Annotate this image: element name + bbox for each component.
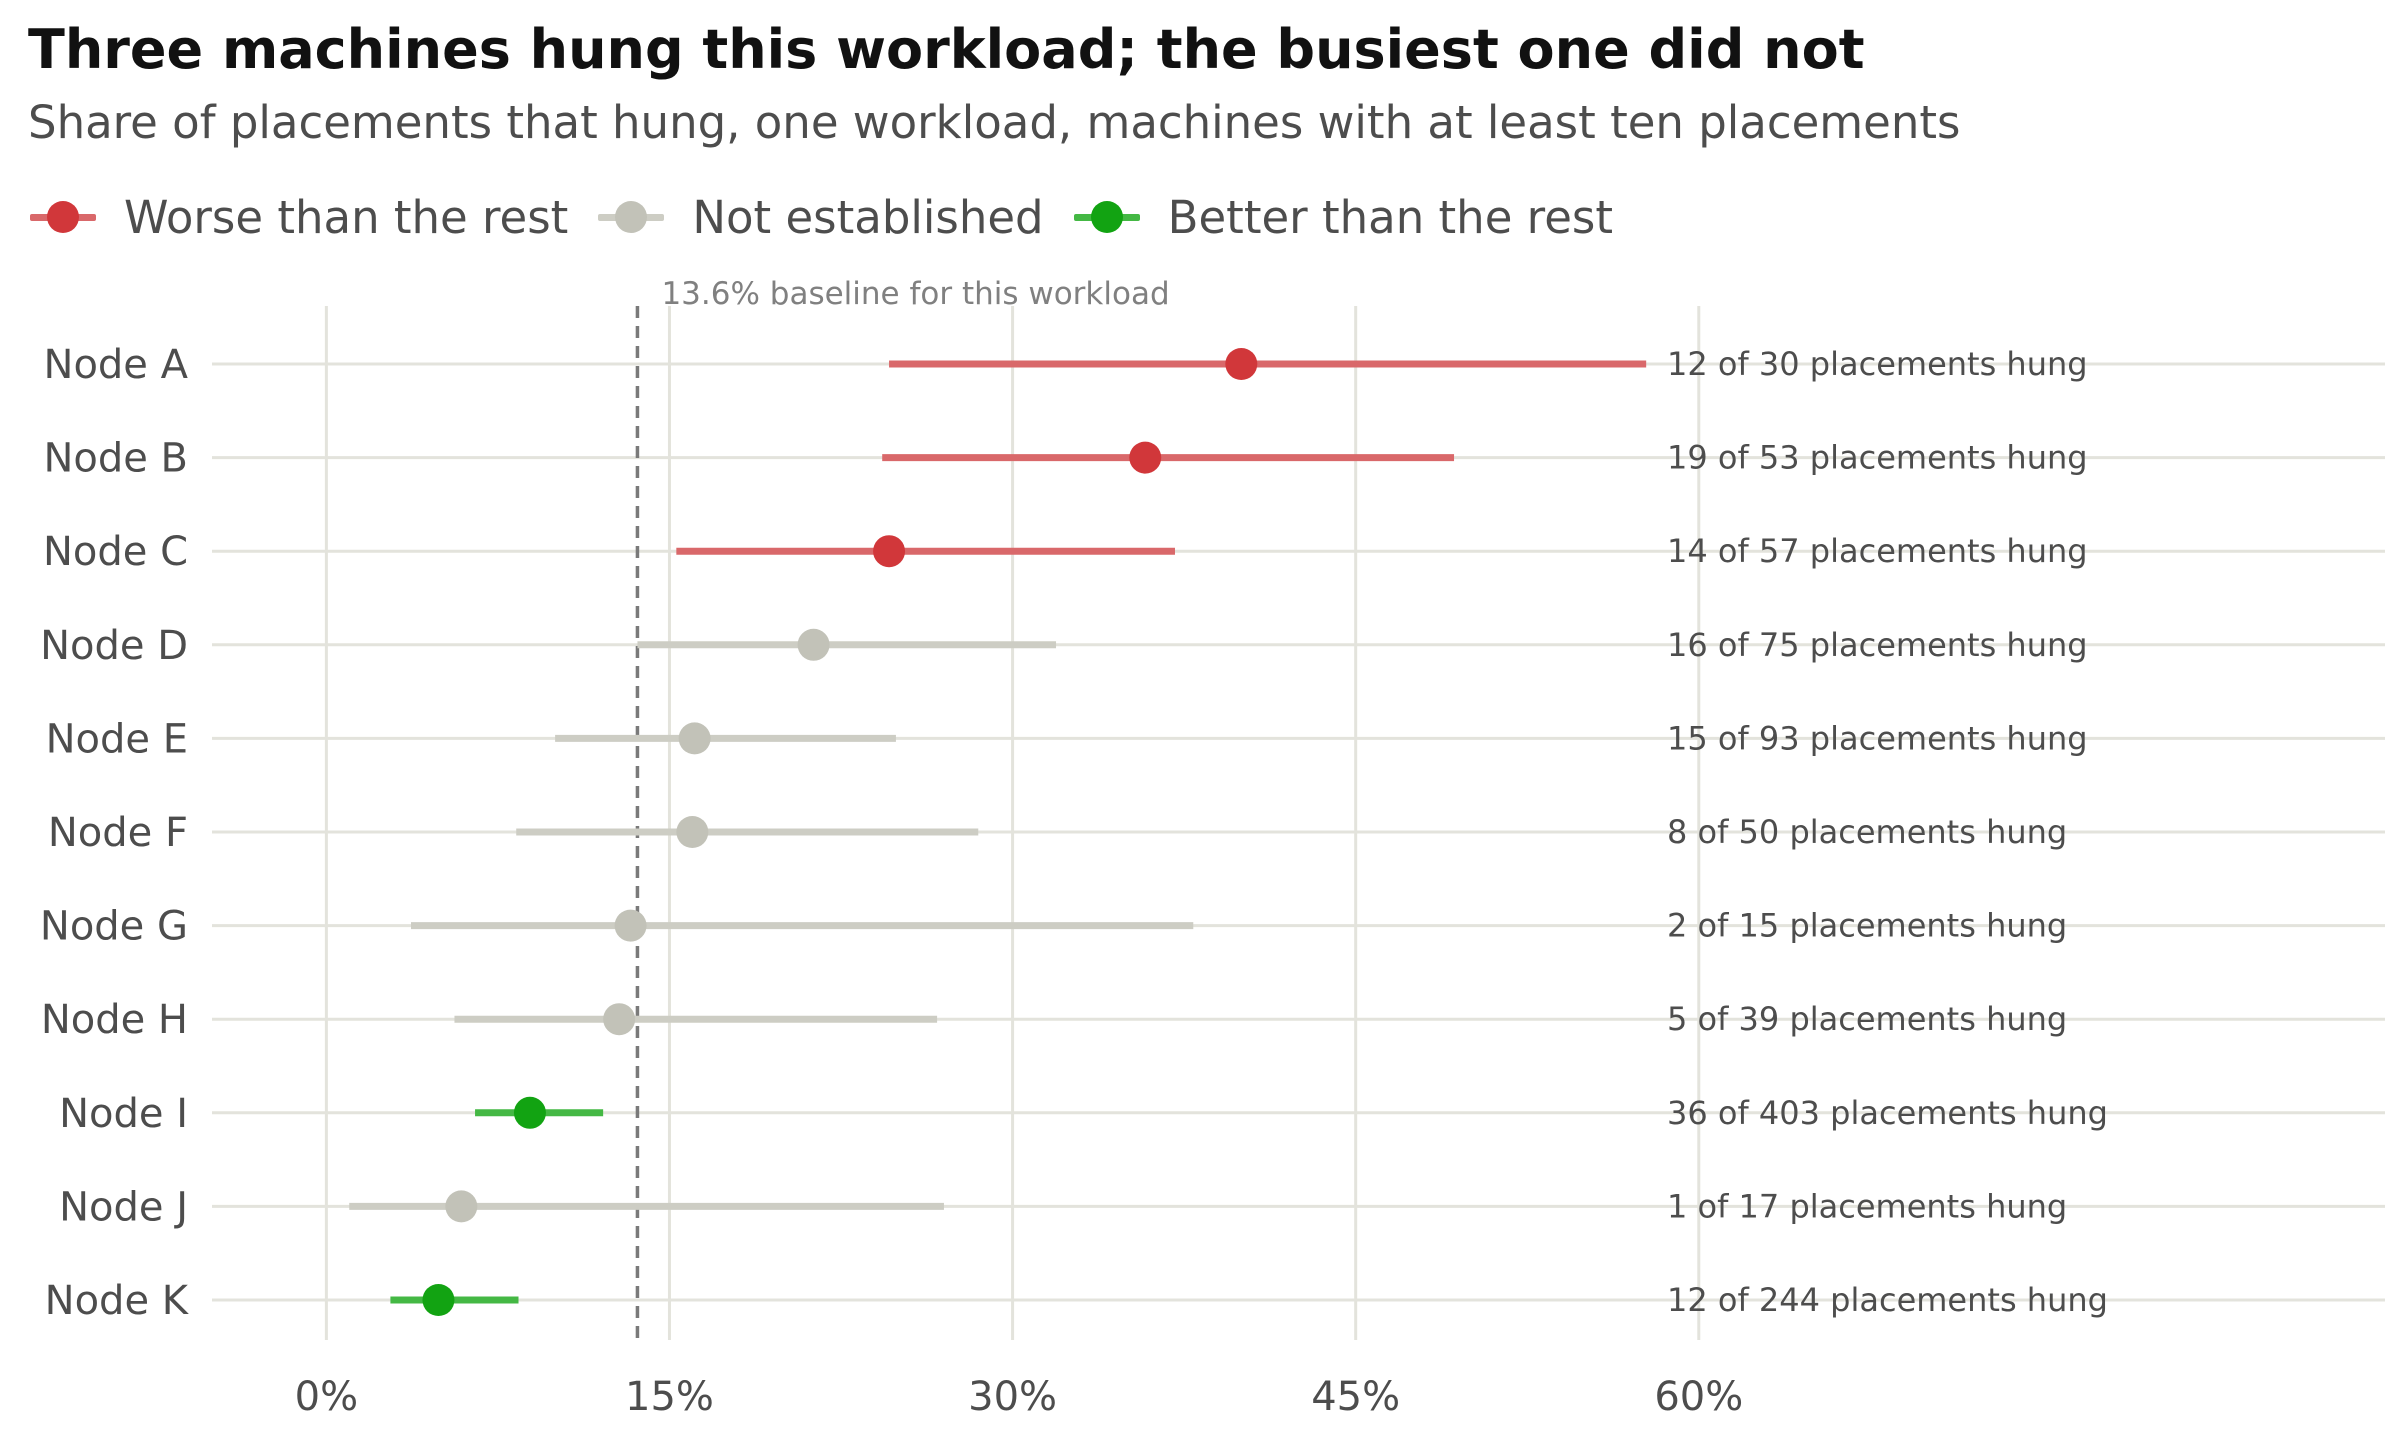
legend-label-better: Better than the rest [1167,190,1613,244]
legend-label-not-established: Not established [692,190,1044,244]
legend-key-worse [30,197,96,237]
row-node-h: Node H 5 of 39 placements hung [41,997,2067,1043]
legend-key-not-established [598,197,665,237]
node-label: Node B [43,436,188,482]
x-tick-label: 15% [625,1374,714,1420]
legend-label-worse: Worse than the rest [124,190,569,244]
row-node-a: Node A 12 of 30 placements hung [44,342,2088,388]
x-tick-label: 0% [295,1374,358,1420]
legend-key-better [1073,197,1140,237]
row-node-d: Node D 16 of 75 placements hung [40,623,2088,669]
row-annotation: 1 of 17 placements hung [1667,1187,2067,1225]
point-marker [614,909,647,942]
point-marker [676,816,709,848]
node-label: Node I [59,1091,188,1137]
node-label: Node F [48,810,188,856]
row-node-b: Node B 19 of 53 placements hung [43,436,2087,482]
row-annotation: 36 of 403 placements hung [1667,1094,2108,1132]
node-label: Node E [46,716,188,762]
row-node-i: Node I 36 of 403 placements hung [59,1091,2108,1137]
point-marker [513,1096,546,1129]
node-label: Node K [45,1278,190,1324]
row-annotation: 19 of 53 placements hung [1667,439,2088,477]
node-label: Node D [40,623,188,669]
x-axis-ticks: 0% 15% 30% 45% 60% [295,1374,1744,1420]
point-marker [873,535,906,568]
row-node-j: Node J 1 of 17 placements hung [59,1184,2067,1230]
row-node-c: Node C 14 of 57 placements hung [43,529,2088,575]
row-node-e: Node E 15 of 93 placements hung [46,716,2088,762]
row-annotation: 2 of 15 placements hung [1667,907,2067,945]
row-annotation: 14 of 57 placements hung [1667,532,2088,570]
row-annotation: 12 of 30 placements hung [1667,345,2088,383]
point-marker [797,628,830,661]
chart-title: Three machines hung this workload; the b… [28,18,1865,81]
point-marker [603,1003,636,1036]
point-marker [445,1190,478,1223]
chart-subtitle: Share of placements that hung, one workl… [28,96,1961,149]
point-marker [1129,441,1162,474]
row-annotation: 12 of 244 placements hung [1667,1281,2108,1319]
x-tick-label: 60% [1654,1374,1743,1420]
row-node-g: Node G 2 of 15 placements hung [40,904,2067,950]
legend-item-worse: Worse than the rest [30,191,568,244]
x-tick-label: 45% [1311,1374,1400,1420]
row-node-k: Node K 12 of 244 placements hung [45,1278,2108,1324]
node-label: Node C [43,529,188,575]
baseline-label: 13.6% baseline for this workload [661,276,1169,312]
point-marker [678,722,711,755]
row-annotation: 5 of 39 placements hung [1667,1000,2067,1038]
legend-item-better: Better than the rest [1073,190,1613,244]
row-annotation: 16 of 75 placements hung [1667,626,2088,664]
legend-item-not-established: Not established [598,190,1044,244]
baseline: 13.6% baseline for this workload [635,276,1170,1340]
chart-rows: Node A 12 of 30 placements hung Node B 19 o… [40,342,2108,1324]
legend: Worse than the rest Not established Bett… [30,184,1643,250]
node-label: Node G [40,904,188,950]
x-tick-label: 30% [968,1374,1057,1420]
row-annotation: 8 of 50 placements hung [1667,813,2067,851]
node-label: Node A [44,342,189,388]
point-marker [422,1284,455,1316]
row-annotation: 15 of 93 placements hung [1667,719,2088,757]
node-label: Node H [41,997,188,1043]
node-label: Node J [59,1184,188,1230]
point-marker [1225,348,1258,380]
row-node-f: Node F 8 of 50 placements hung [48,810,2067,856]
